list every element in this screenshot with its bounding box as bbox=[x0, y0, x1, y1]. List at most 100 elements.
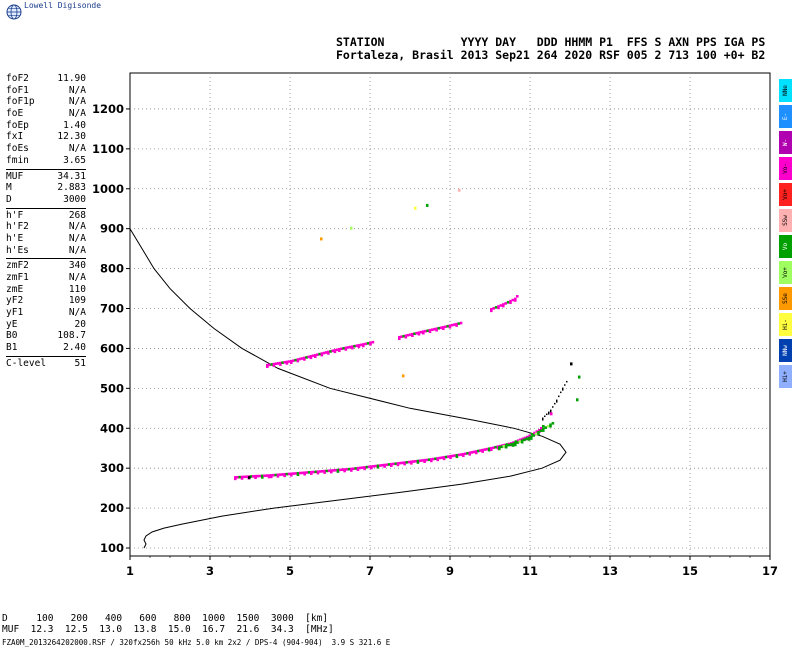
echo-point bbox=[292, 472, 295, 475]
legend-label: W- bbox=[782, 138, 789, 147]
param-name: MUF bbox=[6, 170, 24, 182]
x-tick-label: 5 bbox=[286, 564, 294, 578]
echo-point bbox=[347, 467, 351, 471]
param-name: h'F2 bbox=[6, 221, 29, 233]
echo-point bbox=[358, 466, 362, 470]
echo-point bbox=[407, 460, 411, 464]
param-value: 20 bbox=[74, 318, 86, 330]
param-row: B0 108.7 bbox=[6, 330, 86, 342]
echo-point bbox=[396, 462, 400, 467]
echo-point bbox=[311, 354, 315, 358]
param-name: foF1p bbox=[6, 96, 35, 108]
echo-point bbox=[334, 468, 338, 472]
echo-point bbox=[350, 226, 353, 230]
echo-point bbox=[292, 359, 295, 362]
echo-point bbox=[564, 384, 566, 386]
param-value: N/A bbox=[68, 232, 86, 244]
legend-label: NNe bbox=[782, 85, 789, 96]
param-value: 340 bbox=[68, 260, 86, 272]
legend-swatch: Vo bbox=[779, 235, 792, 258]
echo-point bbox=[267, 474, 271, 479]
echo-point bbox=[519, 438, 522, 442]
y-tick-label: 1100 bbox=[92, 142, 124, 156]
y-tick-label: 100 bbox=[100, 541, 124, 555]
param-value: N/A bbox=[68, 244, 86, 256]
echo-point bbox=[558, 395, 560, 398]
echo-point bbox=[320, 352, 324, 357]
echo-point bbox=[550, 409, 552, 413]
echo-point bbox=[444, 455, 448, 459]
echo-point bbox=[348, 345, 352, 349]
param-value: N/A bbox=[68, 272, 86, 283]
legend-label: Vo+ bbox=[782, 189, 789, 200]
echo-point bbox=[521, 437, 525, 441]
echo-point bbox=[426, 203, 429, 207]
param-value: N/A bbox=[68, 307, 86, 319]
x-tick-label: 3 bbox=[206, 564, 214, 578]
echo-point bbox=[424, 329, 427, 333]
echo-point bbox=[261, 474, 264, 479]
echo-point bbox=[530, 433, 534, 436]
echo-point bbox=[305, 356, 308, 359]
echo-point bbox=[310, 470, 313, 475]
echo-point bbox=[309, 355, 313, 360]
echo-point bbox=[479, 449, 482, 452]
echo-point bbox=[294, 358, 297, 362]
legend-label: Hi- bbox=[782, 319, 789, 330]
legend-label: Vo+ bbox=[782, 267, 789, 278]
echo-point bbox=[402, 374, 405, 378]
echo-point bbox=[270, 474, 273, 479]
echo-point bbox=[300, 357, 304, 360]
echo-point bbox=[387, 463, 391, 466]
param-name: yE bbox=[6, 318, 18, 330]
echo-point bbox=[265, 474, 269, 477]
param-value: 1.40 bbox=[63, 119, 86, 131]
y-tick-label: 400 bbox=[100, 421, 124, 435]
param-row: foEs N/A bbox=[6, 143, 86, 155]
echo-point bbox=[367, 465, 371, 469]
echo-point bbox=[285, 360, 289, 365]
param-value: 51 bbox=[74, 357, 86, 369]
muf-row: MUF 12.3 12.5 13.0 13.8 15.0 16.7 21.6 3… bbox=[2, 624, 334, 635]
echo-point bbox=[518, 440, 522, 443]
echo-point bbox=[303, 356, 306, 361]
param-row: yF1 N/A bbox=[6, 307, 86, 319]
legend-swatch: Vo+ bbox=[779, 261, 792, 284]
echo-point bbox=[516, 295, 519, 298]
echo-point bbox=[425, 458, 429, 462]
echo-point bbox=[487, 447, 491, 452]
echo-point bbox=[432, 457, 435, 461]
x-tick-label: 11 bbox=[522, 564, 538, 578]
echo-point bbox=[296, 471, 300, 477]
y-tick-label: 200 bbox=[100, 501, 124, 515]
x-tick-label: 1 bbox=[126, 564, 134, 578]
echo-point bbox=[494, 445, 498, 449]
echo-point bbox=[434, 457, 437, 461]
legend-swatch: SSe bbox=[779, 287, 792, 310]
y-tick-label: 1200 bbox=[92, 102, 124, 116]
echo-point bbox=[492, 307, 495, 310]
echo-point bbox=[318, 470, 322, 473]
echo-point bbox=[290, 359, 293, 365]
param-name: zmF2 bbox=[6, 260, 29, 272]
echo-point bbox=[343, 468, 346, 473]
echo-point bbox=[331, 349, 335, 353]
param-row: B1 2.40 bbox=[6, 342, 86, 354]
x-tick-label: 17 bbox=[762, 564, 778, 578]
file-info-footer: FZA0M_2013264202000.RSF / 320fx256h 50 k… bbox=[2, 638, 391, 647]
echo-point bbox=[357, 344, 361, 349]
echo-point bbox=[320, 237, 323, 241]
echo-point bbox=[338, 347, 341, 353]
echo-point bbox=[323, 469, 326, 474]
echo-point bbox=[537, 430, 540, 436]
echo-point bbox=[514, 440, 518, 443]
echo-point bbox=[385, 463, 389, 467]
echo-point bbox=[398, 335, 401, 341]
echo-point bbox=[490, 446, 493, 452]
param-name: yF2 bbox=[6, 295, 24, 307]
echo-point bbox=[403, 461, 406, 466]
echo-point bbox=[234, 476, 237, 481]
echo-point bbox=[500, 445, 503, 449]
echo-point bbox=[566, 380, 568, 383]
density-profile-line bbox=[129, 228, 567, 549]
